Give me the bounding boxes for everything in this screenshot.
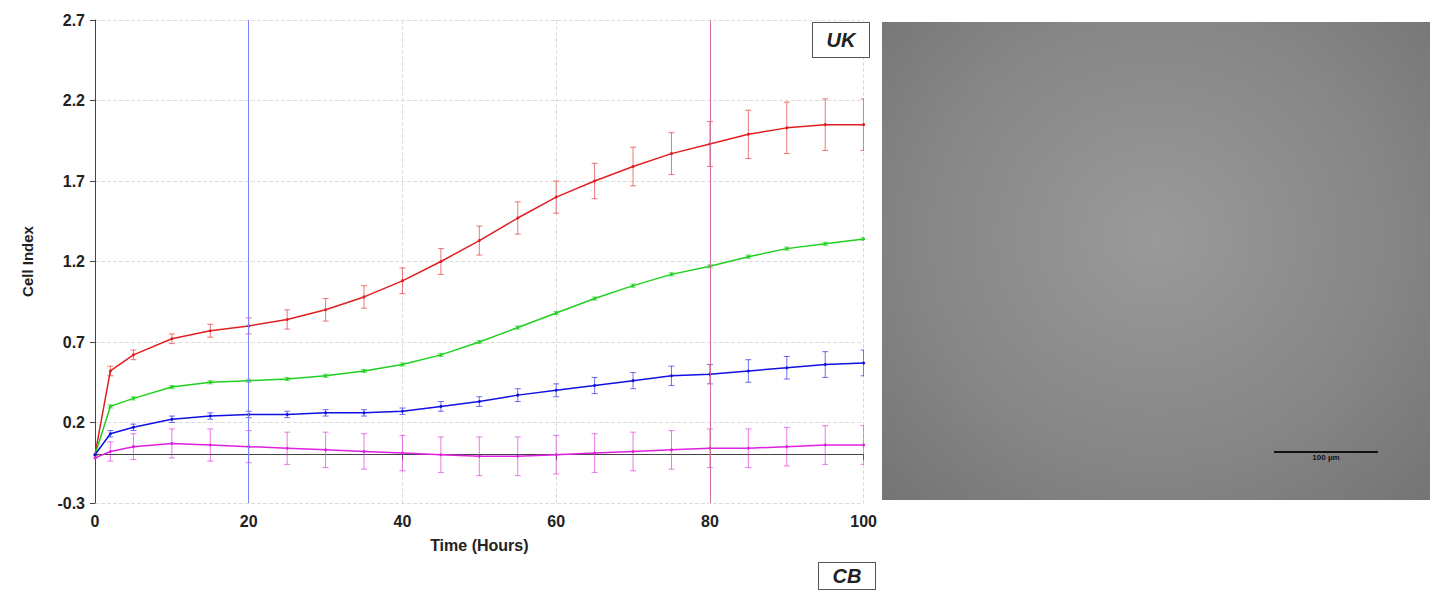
svg-text:0.7: 0.7 xyxy=(63,334,85,351)
svg-text:2.2: 2.2 xyxy=(63,92,85,109)
svg-text:Cell Index: Cell Index xyxy=(19,225,36,297)
svg-text:20: 20 xyxy=(240,513,258,530)
svg-text:-0.3: -0.3 xyxy=(57,495,85,512)
svg-text:0.2: 0.2 xyxy=(63,414,85,431)
svg-text:0: 0 xyxy=(91,513,100,530)
svg-text:1.2: 1.2 xyxy=(63,253,85,270)
html-text:UK: UK xyxy=(826,29,856,51)
svg-text:60: 60 xyxy=(547,513,565,530)
svg-text:40: 40 xyxy=(394,513,412,530)
svg-text:2.7: 2.7 xyxy=(63,12,85,29)
svg-text:Time (Hours): Time (Hours) xyxy=(430,537,528,554)
html-text:100 µm: 100 µm xyxy=(1312,453,1340,462)
html-text:CB: CB xyxy=(832,565,862,587)
svg-text:80: 80 xyxy=(701,513,719,530)
svg-text:100: 100 xyxy=(850,513,877,530)
svg-text:1.7: 1.7 xyxy=(63,173,85,190)
